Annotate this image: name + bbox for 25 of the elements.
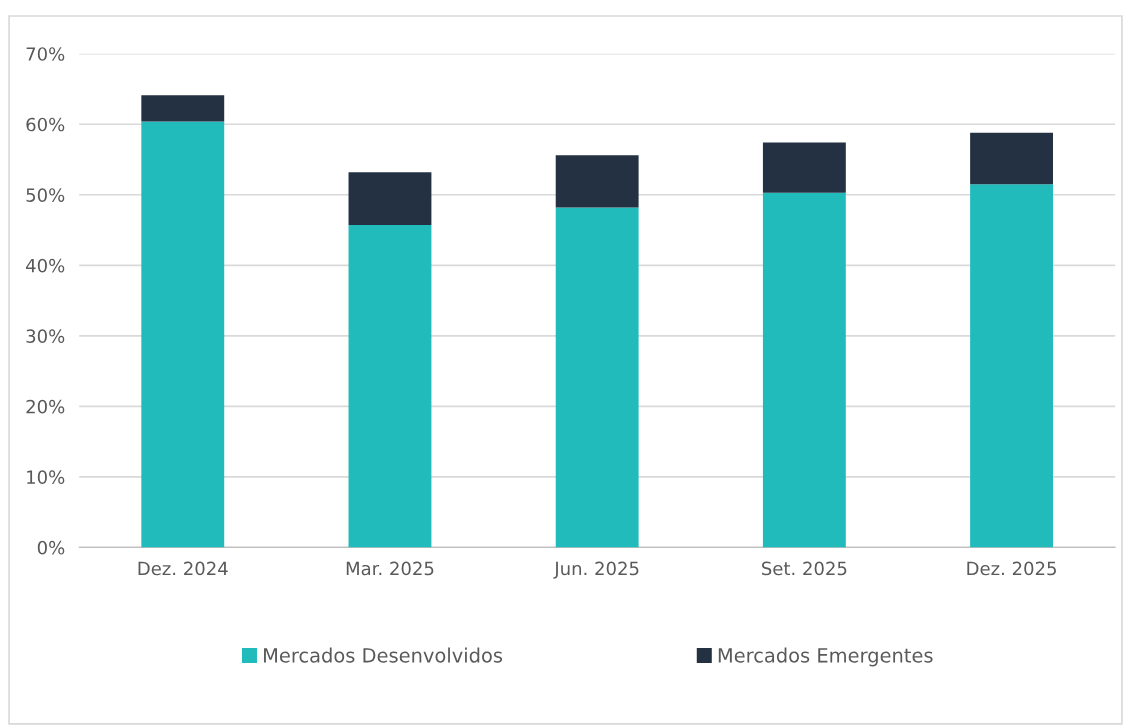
bar	[348, 172, 432, 226]
bar	[555, 207, 639, 548]
x-tick-label: Mar. 2025	[346, 561, 434, 576]
legend-label: Mercados Emergentes	[718, 647, 933, 667]
x-tick-label: Dez. 2024	[138, 561, 228, 576]
bar	[970, 132, 1054, 185]
y-tick-label: 70%	[26, 47, 65, 61]
y-tick-label: 30%	[26, 329, 65, 343]
bar	[141, 95, 225, 122]
y-tick-label: 10%	[27, 470, 65, 484]
y-tick-label: 50%	[26, 188, 65, 202]
bar	[970, 184, 1054, 548]
x-tick-label: Dez. 2025	[967, 561, 1056, 576]
legend-label: Mercados Desenvolvidos	[264, 647, 503, 663]
y-tick-label: 40%	[26, 258, 65, 273]
y-tick-label: 60%	[26, 117, 65, 132]
bar	[141, 121, 225, 548]
bar	[555, 155, 639, 208]
bar	[762, 192, 846, 548]
bar	[348, 225, 432, 548]
x-tick-label: Set. 2025	[762, 561, 847, 576]
y-tick-label: 20%	[26, 399, 65, 414]
bar	[762, 142, 846, 193]
y-tick-label: 0%	[37, 540, 65, 555]
x-tick-label: Jun. 2025	[553, 561, 639, 579]
